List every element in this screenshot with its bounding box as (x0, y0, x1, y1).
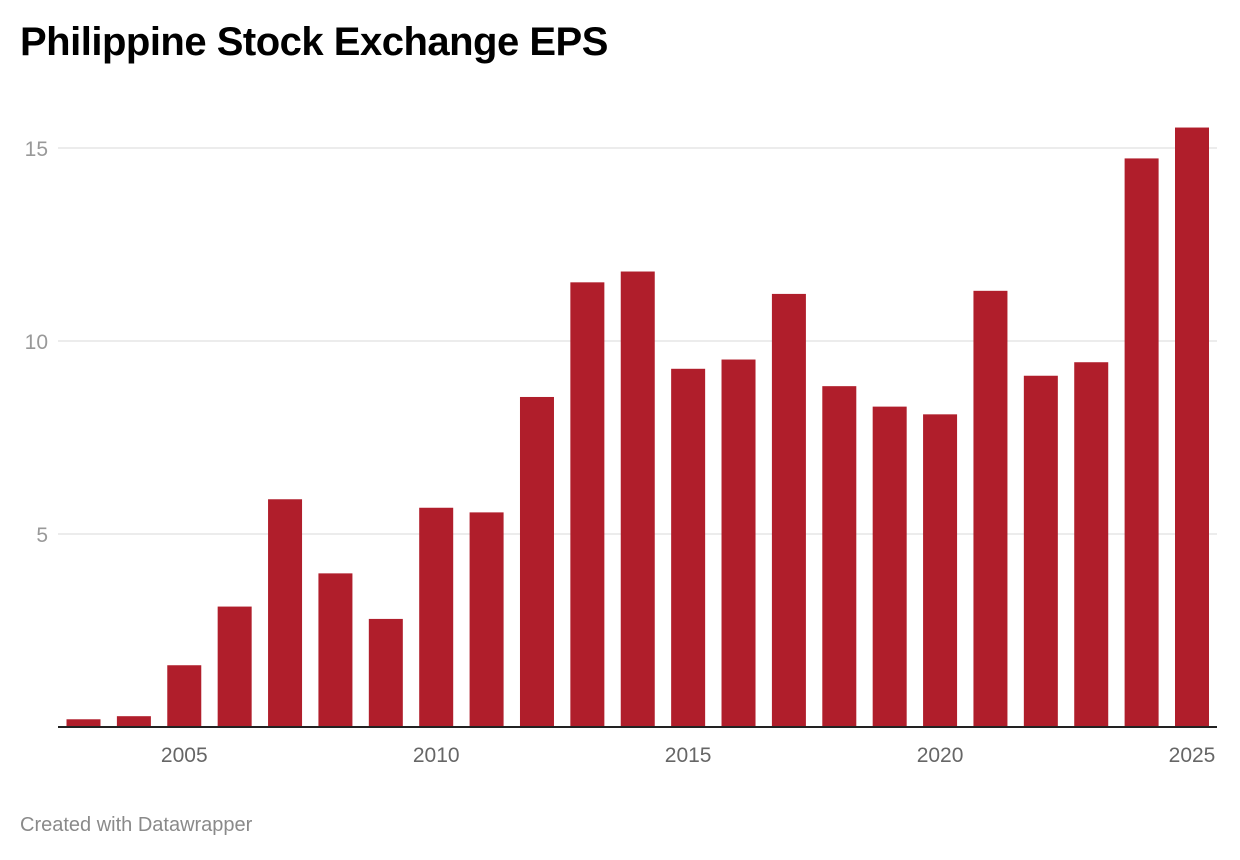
bar-2006[interactable] (217, 606, 252, 727)
bar-2011[interactable] (469, 512, 504, 727)
x-axis-labels: 2005 2010 2015 2020 2025 (161, 744, 1215, 767)
bar-2012[interactable] (519, 396, 554, 727)
bar-2025[interactable] (1175, 127, 1209, 728)
bar-2022[interactable] (1023, 375, 1058, 727)
bar-2019[interactable] (872, 406, 907, 727)
bar-2013[interactable] (570, 282, 605, 727)
bar-2010[interactable] (419, 507, 454, 727)
y-tick-label-10: 10 (25, 331, 48, 354)
bar-2007[interactable] (268, 499, 303, 727)
x-tick-label-2020: 2020 (917, 744, 964, 767)
bar-2004[interactable] (116, 716, 151, 727)
bar-2023[interactable] (1074, 362, 1109, 727)
bar-2003[interactable] (66, 719, 101, 727)
footer-credit: Created with Datawrapper (20, 814, 253, 836)
bar-2015[interactable] (671, 368, 706, 727)
bar-2016[interactable] (721, 359, 756, 727)
bar-2014[interactable] (620, 271, 655, 727)
bar-2008[interactable] (318, 573, 353, 727)
x-tick-label-2015: 2015 (665, 744, 712, 767)
x-tick-label-2025: 2025 (1169, 744, 1216, 767)
bar-2020[interactable] (923, 414, 958, 727)
chart-title: Philippine Stock Exchange EPS (20, 20, 608, 64)
x-tick-label-2005: 2005 (161, 744, 208, 767)
bars (66, 127, 1209, 728)
bar-2017[interactable] (771, 293, 806, 727)
x-tick-label-2010: 2010 (413, 744, 460, 767)
bar-2018[interactable] (822, 386, 857, 727)
bar-2021[interactable] (973, 290, 1008, 727)
bar-2005[interactable] (167, 665, 202, 727)
y-tick-label-5: 5 (36, 524, 48, 547)
bar-chart: 5 10 15 2005 2010 2015 2020 2025 (25, 127, 1217, 767)
bar-2024[interactable] (1124, 158, 1159, 728)
bar-2009[interactable] (368, 618, 403, 727)
y-tick-label-15: 15 (25, 138, 48, 161)
